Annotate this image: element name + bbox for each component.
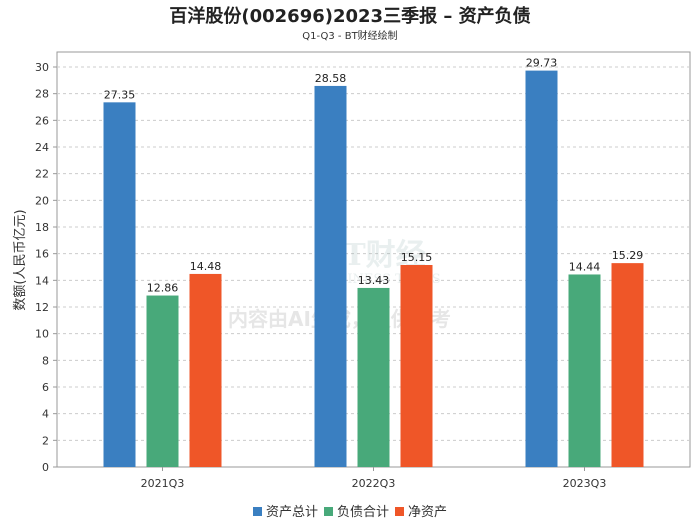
bar: [357, 287, 390, 467]
legend-swatch: [252, 507, 262, 516]
y-tick-label: 8: [42, 354, 49, 367]
y-axis-label: 数额(人民币亿元): [13, 209, 28, 310]
data-label: 15.15: [401, 251, 433, 264]
bar: [525, 70, 558, 467]
y-tick-label: 2: [42, 434, 49, 447]
bar: [568, 274, 601, 467]
x-tick-label: 2022Q3: [352, 477, 396, 490]
data-label: 27.35: [104, 88, 136, 101]
legend-label: 净资产: [408, 505, 448, 520]
legend-swatch: [395, 507, 404, 516]
data-label: 15.29: [612, 249, 644, 262]
y-tick-label: 26: [35, 114, 49, 127]
legend-swatch: [323, 507, 333, 516]
x-tick-label: 2023Q3: [563, 477, 607, 490]
legend-item[interactable]: 净资产: [395, 501, 447, 520]
bar: [103, 102, 136, 467]
bar: [611, 263, 644, 467]
y-tick-label: 24: [35, 141, 49, 154]
y-tick-label: 10: [35, 328, 49, 341]
data-label: 12.86: [147, 282, 179, 295]
chart-subtitle: Q1-Q3 - BT财经绘制: [302, 31, 398, 42]
legend: 资产总计 负债合计 净资产: [0, 501, 700, 520]
y-tick-label: 28: [35, 88, 49, 101]
x-tick-label: 2021Q3: [141, 477, 185, 490]
data-label: 28.58: [315, 72, 347, 85]
y-tick-label: 22: [35, 168, 49, 181]
y-tick-label: 30: [35, 61, 49, 74]
bar: [314, 85, 347, 467]
y-tick-label: 16: [35, 248, 49, 261]
y-tick-label: 4: [42, 408, 49, 421]
y-tick-label: 18: [35, 221, 49, 234]
legend-item[interactable]: 资产总计: [252, 501, 318, 520]
y-tick-label: 6: [42, 381, 49, 394]
data-label: 14.44: [569, 260, 601, 273]
y-tick-label: 0: [42, 461, 49, 474]
data-label: 29.73: [526, 57, 558, 70]
legend-label: 资产总计: [265, 505, 318, 520]
y-tick-label: 14: [35, 274, 49, 287]
bar: [146, 295, 179, 467]
bar: [189, 273, 222, 467]
data-label: 13.43: [358, 274, 390, 287]
bar: [400, 265, 433, 467]
chart-title: 百洋股份(002696)2023三季报 – 资产负债: [169, 6, 531, 27]
y-tick-label: 20: [35, 194, 49, 207]
legend-item[interactable]: 负债合计: [323, 501, 389, 520]
data-label: 14.48: [190, 260, 222, 273]
legend-label: 负债合计: [336, 505, 389, 520]
y-tick-label: 12: [35, 301, 49, 314]
